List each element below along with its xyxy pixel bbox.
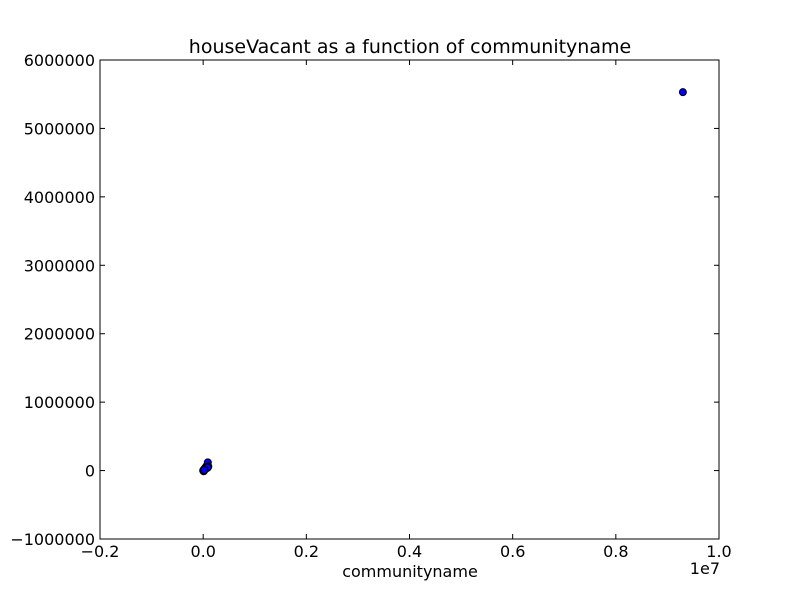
x-tick-label: 0.4 bbox=[397, 542, 422, 561]
x-tick-label: 1.0 bbox=[706, 542, 731, 561]
data-point bbox=[678, 88, 687, 97]
x-axis-offset-label: 1e7 bbox=[690, 559, 720, 578]
y-tick-label: 5000000 bbox=[24, 119, 95, 138]
y-tick-label: 2000000 bbox=[24, 325, 95, 344]
x-tick-label: 0.2 bbox=[294, 542, 319, 561]
y-tick-label: 4000000 bbox=[24, 188, 95, 207]
x-tick-label: −0.2 bbox=[81, 542, 120, 561]
x-tick-label: 0.8 bbox=[603, 542, 628, 561]
y-tick-label: −1000000 bbox=[10, 530, 95, 549]
data-point bbox=[200, 466, 209, 475]
x-tick-label: 0.0 bbox=[190, 542, 215, 561]
y-tick-label: 3000000 bbox=[24, 256, 95, 275]
x-tick-label: 0.6 bbox=[500, 542, 525, 561]
y-tick-label: 0 bbox=[85, 462, 95, 481]
y-tick-label: 1000000 bbox=[24, 393, 95, 412]
plot-area bbox=[99, 59, 720, 540]
chart-title: houseVacant as a function of communityna… bbox=[189, 36, 631, 58]
x-axis-label: communityname bbox=[342, 562, 478, 581]
y-tick-label: 6000000 bbox=[24, 51, 95, 70]
